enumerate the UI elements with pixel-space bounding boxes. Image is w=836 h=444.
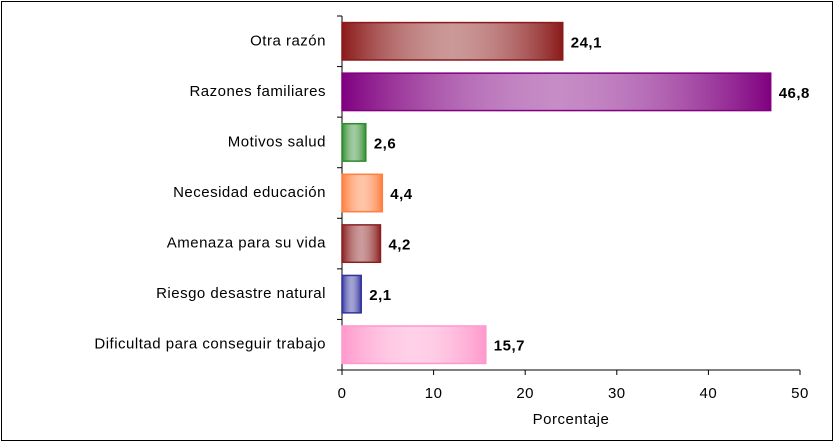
x-tick-label: 40 <box>700 385 718 402</box>
value-label: 2,1 <box>369 287 391 304</box>
bar <box>341 274 362 314</box>
bar <box>341 224 382 264</box>
bar <box>341 122 367 162</box>
y-tick-label: Amenaza para su vida <box>167 235 326 252</box>
value-label: 15,7 <box>494 338 525 355</box>
y-tick-label: Motivos salud <box>228 133 326 150</box>
value-label: 46,8 <box>779 85 810 102</box>
x-tick-label: 20 <box>516 385 534 402</box>
x-tick-label: 50 <box>791 385 809 402</box>
y-tick-label: Otra razón <box>250 32 326 49</box>
y-tick-label: Necesidad educación <box>173 184 326 201</box>
value-label: 4,4 <box>390 186 413 203</box>
x-tick-label: 10 <box>425 385 443 402</box>
value-label: 4,2 <box>388 237 410 254</box>
bar <box>341 21 564 61</box>
bar <box>341 325 487 365</box>
y-tick-label: Dificultad para conseguir trabajo <box>94 336 326 353</box>
x-tick-label: 30 <box>608 385 626 402</box>
x-tick-label: 0 <box>338 385 347 402</box>
x-axis-title: Porcentaje <box>533 411 610 428</box>
bar <box>341 173 384 213</box>
bar <box>341 72 772 112</box>
y-tick-label: Razones familiares <box>189 83 326 100</box>
value-label: 2,6 <box>374 135 396 152</box>
y-tick-label: Riesgo desastre natural <box>156 285 326 302</box>
value-label: 24,1 <box>571 34 602 51</box>
